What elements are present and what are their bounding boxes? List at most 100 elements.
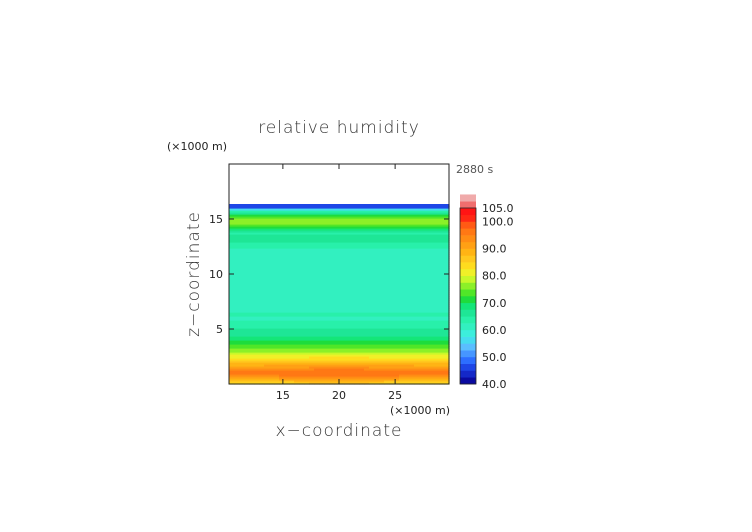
field-cell (429, 246, 435, 249)
field-cell (334, 286, 340, 289)
field-cell (344, 348, 350, 351)
field-cell (339, 352, 345, 355)
field-cell (439, 288, 445, 291)
field-cell (439, 290, 445, 293)
field-cell (294, 270, 300, 273)
field-cell (259, 278, 265, 281)
field-cell (404, 364, 410, 367)
field-cell (329, 336, 335, 339)
field-cell (249, 364, 255, 367)
field-cell (434, 312, 440, 315)
field-cell (364, 240, 370, 243)
field-cell (414, 322, 420, 325)
field-cell (324, 260, 330, 263)
field-cell (259, 322, 265, 325)
field-cell (339, 274, 345, 277)
field-cell (349, 210, 355, 213)
field-cell (229, 342, 235, 345)
field-cell (374, 380, 380, 383)
field-cell (389, 256, 395, 259)
field-cell (229, 250, 235, 253)
field-cell (234, 288, 240, 291)
field-cell (334, 382, 340, 385)
field-cell (289, 296, 295, 299)
field-cell (349, 334, 355, 337)
field-cell (279, 298, 285, 301)
field-cell (444, 288, 450, 291)
field-cell (369, 244, 375, 247)
field-cell (409, 334, 415, 337)
field-cell (264, 306, 270, 309)
field-cell (374, 318, 380, 321)
field-cell (354, 210, 360, 213)
field-cell (239, 334, 245, 337)
field-cell (359, 230, 365, 233)
field-cell (399, 296, 405, 299)
field-cell (314, 242, 320, 245)
field-cell (374, 364, 380, 367)
field-cell (319, 380, 325, 383)
field-cell (409, 314, 415, 317)
field-cell (314, 334, 320, 337)
field-cell (439, 302, 445, 305)
field-cell (424, 222, 430, 225)
field-cell (324, 304, 330, 307)
field-cell (394, 260, 400, 263)
field-cell (349, 204, 355, 207)
field-cell (444, 302, 450, 305)
field-cell (354, 226, 360, 229)
field-cell (434, 338, 440, 341)
field-cell (399, 290, 405, 293)
field-cell (384, 324, 390, 327)
field-cell (269, 310, 275, 313)
field-cell (254, 294, 260, 297)
field-cell (299, 314, 305, 317)
field-cell (374, 308, 380, 311)
field-cell (269, 256, 275, 259)
field-cell (424, 374, 430, 377)
field-cell (394, 338, 400, 341)
field-cell (269, 358, 275, 361)
field-cell (279, 266, 285, 269)
field-cell (329, 298, 335, 301)
field-cell (264, 284, 270, 287)
field-cell (434, 318, 440, 321)
field-cell (299, 258, 305, 261)
field-cell (339, 288, 345, 291)
field-cell (274, 376, 280, 379)
field-cell (349, 352, 355, 355)
field-cell (289, 354, 295, 357)
field-cell (409, 292, 415, 295)
field-cell (329, 316, 335, 319)
field-cell (319, 364, 325, 367)
field-cell (414, 318, 420, 321)
field-cell (389, 326, 395, 329)
field-cell (244, 330, 250, 333)
field-cell (309, 266, 315, 269)
field-cell (309, 294, 315, 297)
field-cell (299, 218, 305, 221)
field-cell (404, 326, 410, 329)
field-cell (314, 280, 320, 283)
field-cell (384, 382, 390, 385)
field-cell (359, 224, 365, 227)
field-cell (369, 228, 375, 231)
field-cell (239, 284, 245, 287)
field-cell (424, 304, 430, 307)
field-cell (444, 248, 450, 251)
field-cell (284, 382, 290, 385)
field-cell (264, 368, 270, 371)
field-cell (424, 232, 430, 235)
field-cell (329, 310, 335, 313)
field-cell (244, 256, 250, 259)
field-cell (389, 352, 395, 355)
field-cell (349, 214, 355, 217)
field-cell (289, 318, 295, 321)
field-cell (234, 338, 240, 341)
field-cell (404, 308, 410, 311)
field-cell (439, 298, 445, 301)
field-cell (234, 290, 240, 293)
field-cell (379, 282, 385, 285)
field-cell (424, 328, 430, 331)
field-cell (279, 310, 285, 313)
